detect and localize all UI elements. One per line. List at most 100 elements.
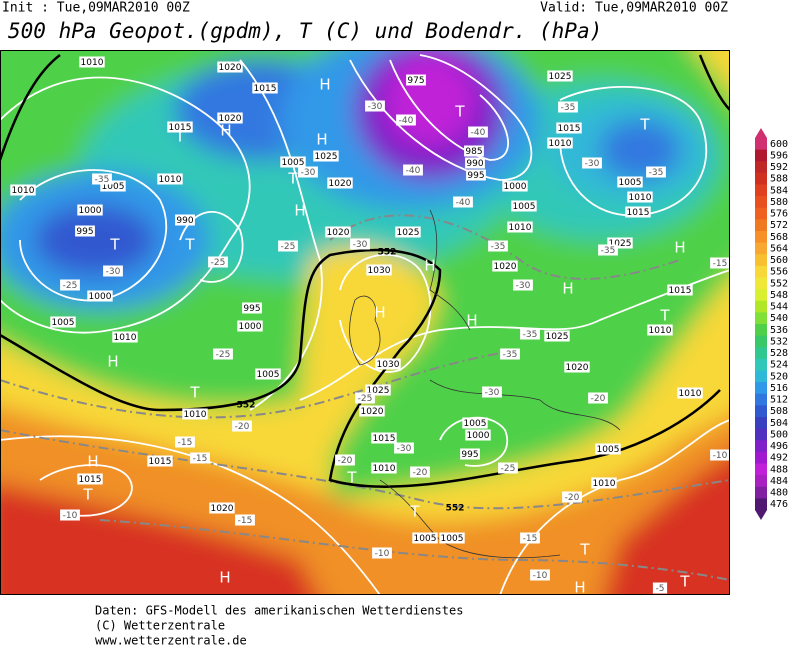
isobar-label: 1010 <box>509 223 532 233</box>
colorbar-swatch <box>755 405 767 418</box>
pressure-center: T <box>184 236 195 254</box>
isotherm-label-box <box>530 569 550 581</box>
isotherm-label: -10 <box>713 451 728 461</box>
isobar-label: 1015 <box>669 286 692 296</box>
isotherm-label-box <box>652 582 668 594</box>
pressure-center: T <box>659 307 670 325</box>
isotherm-label-box <box>92 173 112 185</box>
colorbar-swatch <box>755 242 767 255</box>
isotherm-label: -40 <box>471 128 486 138</box>
colorbar-tick-label: 492 <box>770 453 788 464</box>
isotherm-label-box <box>588 392 608 404</box>
colorbar-tick-label: 496 <box>770 441 788 452</box>
isotherm-label-box <box>710 449 730 461</box>
colorbar-swatch <box>755 451 767 464</box>
colorbar-tick-label: 576 <box>770 209 788 220</box>
colorbar-tick-label: 524 <box>770 360 788 371</box>
colorbar-swatch <box>755 347 767 360</box>
pressure-center: H <box>294 202 305 220</box>
isohypse-label: 552 <box>378 248 397 258</box>
pressure-center: T <box>579 541 590 559</box>
isobar-label: 1015 <box>254 84 277 94</box>
colorbar-swatch <box>755 300 767 313</box>
colorbar-tick-label: 528 <box>770 348 788 359</box>
isotherm-label: -20 <box>591 394 606 404</box>
isotherm-label: -35 <box>95 175 110 185</box>
isobar-label-box <box>79 56 105 68</box>
isotherm-label: -40 <box>456 198 471 208</box>
isobar-label: 1025 <box>546 332 569 342</box>
isotherm-label: -30 <box>353 240 368 250</box>
isobar-label-box <box>112 331 138 343</box>
colorbar-swatch <box>755 289 767 302</box>
isobar-label: 1030 <box>377 360 400 370</box>
isobar-label-box <box>677 387 703 399</box>
isobar-label-box <box>242 302 262 314</box>
isotherm-label: -10 <box>63 511 78 521</box>
isobar-label: 1010 <box>373 464 396 474</box>
isobar-label-box <box>255 368 281 380</box>
isobar-label-box <box>157 173 183 185</box>
colorbar-tick-label: 512 <box>770 395 788 406</box>
isobar-label: 1010 <box>549 139 572 149</box>
isotherm-label-box <box>298 166 318 178</box>
colorbar-arrow-bottom <box>755 510 767 520</box>
isotherm-label-box <box>468 126 488 138</box>
pressure-center: T <box>174 128 185 146</box>
colorbar-tick-label: 508 <box>770 406 788 417</box>
isohypse-label: 552 <box>446 504 465 514</box>
colorbar-swatch <box>755 498 767 511</box>
isobars <box>0 54 730 595</box>
isotherm-label-box <box>558 101 578 113</box>
colorbar-swatch <box>755 231 767 244</box>
isobar-label: 1000 <box>239 322 262 332</box>
isotherm-label: -40 <box>399 116 414 126</box>
isobar-label-box <box>439 532 465 544</box>
isobar-label-box <box>87 290 113 302</box>
isobar-label-box <box>492 260 518 272</box>
isobar-label-box <box>627 191 653 203</box>
colorbar-swatch <box>755 254 767 267</box>
isobar-label: 1020 <box>211 504 234 514</box>
isobar-label-box <box>75 225 95 237</box>
isohypse-label: 552 <box>237 401 256 411</box>
isobar-label-box <box>464 145 484 157</box>
colorbar-tick-label: 552 <box>770 278 788 289</box>
isobar-label-box <box>466 169 486 181</box>
pressure-center: H <box>219 569 230 587</box>
isotherm-label: -35 <box>523 330 538 340</box>
isobar-label-box <box>252 82 278 94</box>
isobar-label: 1020 <box>494 262 517 272</box>
isobar-label-box <box>591 477 617 489</box>
colorbar-tick-label: 584 <box>770 185 788 196</box>
isotherm-label: -20 <box>413 468 428 478</box>
isobar-label: 1010 <box>12 186 35 196</box>
colorbar-swatch <box>755 277 767 290</box>
pressure-center: T <box>346 469 357 487</box>
map: 1010 1020 1015 1015 1020 1010 1005 1010 1000 995 9… <box>0 50 730 597</box>
colorbar-swatch <box>755 358 767 371</box>
pressure-center: H <box>424 257 435 275</box>
isotherm-label: -10 <box>375 549 390 559</box>
isobar-label: 1005 <box>52 318 75 328</box>
isobar-label-box <box>465 429 491 441</box>
isotherm-label: -30 <box>516 281 531 291</box>
isobar-label-box <box>406 74 426 86</box>
colorbar-tick-label: 516 <box>770 383 788 394</box>
map-frame <box>0 50 730 595</box>
isotherm-label-box <box>710 257 730 269</box>
colorbar-tick-label: 532 <box>770 336 788 347</box>
isobar-label-box <box>182 408 208 420</box>
isobar-label: 1015 <box>169 123 192 133</box>
colorbar-tick-label: 476 <box>770 499 788 510</box>
isotherm-label: -15 <box>523 534 538 544</box>
isotherm-label: -20 <box>338 456 353 466</box>
colorbar-tick-label: 568 <box>770 232 788 243</box>
colorbar: 6005965925885845805765725685645605565525… <box>755 128 788 520</box>
isobar-label: 1020 <box>361 407 384 417</box>
pressure-center: H <box>574 579 585 597</box>
isotherm-label: -25 <box>281 242 296 252</box>
isotherm-label: -35 <box>561 103 576 113</box>
isobar-label: 1010 <box>184 410 207 420</box>
isotherm-label: -25 <box>216 350 231 360</box>
